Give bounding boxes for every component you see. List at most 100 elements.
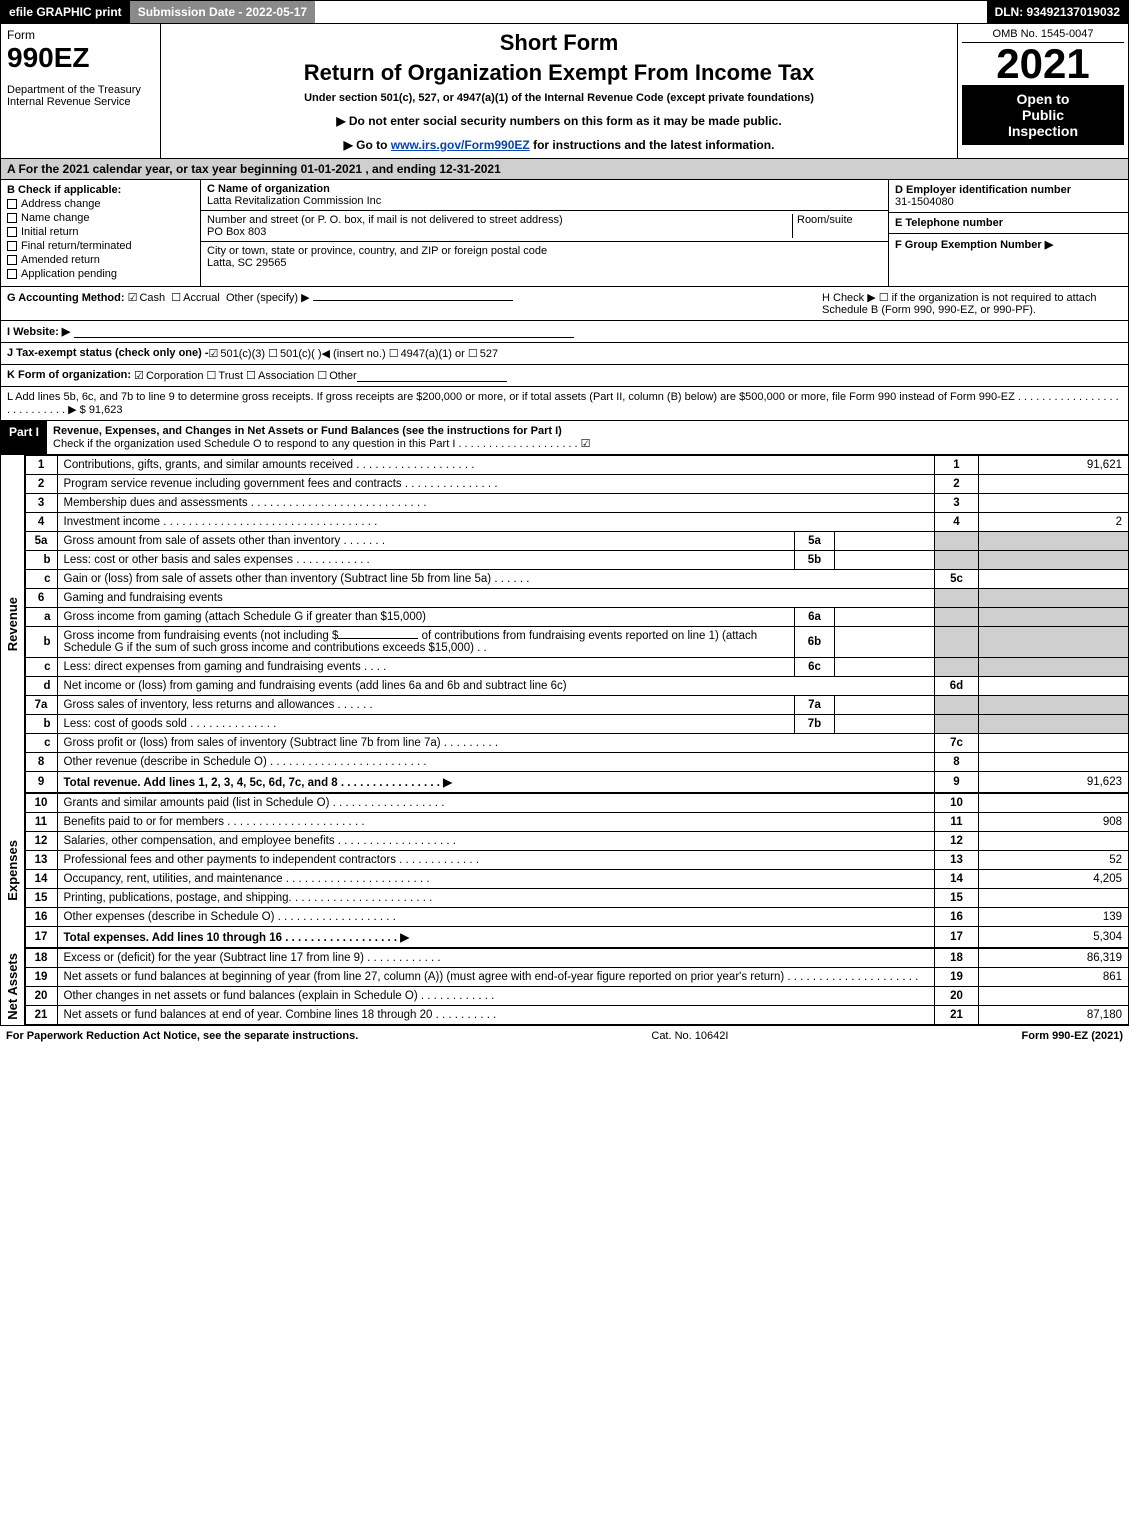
j-4947[interactable]: 4947(a)(1) or bbox=[389, 347, 465, 360]
line-8: 8Other revenue (describe in Schedule O) … bbox=[25, 753, 1128, 772]
k-label: K Form of organization: bbox=[7, 369, 131, 382]
part1-title: Revenue, Expenses, and Changes in Net As… bbox=[53, 425, 562, 437]
check-if-applicable: B Check if applicable: Address change Na… bbox=[1, 180, 201, 286]
addr-value: PO Box 803 bbox=[207, 226, 792, 238]
line-9: 9Total revenue. Add lines 1, 2, 3, 4, 5c… bbox=[25, 772, 1128, 793]
d-label: D Employer identification number bbox=[895, 184, 1122, 196]
k-trust[interactable]: Trust bbox=[207, 369, 244, 382]
tax-exempt-row: J Tax-exempt status (check only one) - 5… bbox=[0, 343, 1129, 365]
org-addr-row: Number and street (or P. O. box, if mail… bbox=[201, 211, 888, 242]
line-7c: cGross profit or (loss) from sales of in… bbox=[25, 734, 1128, 753]
check-initial-return[interactable]: Initial return bbox=[7, 226, 194, 238]
k-other[interactable]: Other bbox=[317, 369, 356, 382]
ein-value: 31-1504080 bbox=[895, 196, 1122, 208]
line-10: 10Grants and similar amounts paid (list … bbox=[25, 794, 1128, 813]
ein-cell: D Employer identification number 31-1504… bbox=[889, 180, 1128, 213]
dln-label: DLN: 93492137019032 bbox=[987, 1, 1128, 23]
submission-date: Submission Date - 2022-05-17 bbox=[130, 1, 315, 23]
org-name-row: C Name of organization Latta Revitalizat… bbox=[201, 180, 888, 211]
accounting-method-row: G Accounting Method: Cash Accrual Other … bbox=[0, 287, 1129, 321]
k-corporation[interactable]: Corporation bbox=[134, 369, 203, 382]
dept-label: Department of the Treasury bbox=[7, 84, 154, 96]
line-20: 20Other changes in net assets or fund ba… bbox=[25, 987, 1128, 1006]
instr-2: ▶ Go to www.irs.gov/Form990EZ for instru… bbox=[167, 138, 951, 152]
line-5b: bLess: cost or other basis and sales exp… bbox=[25, 551, 1128, 570]
telephone-cell: E Telephone number bbox=[889, 213, 1128, 234]
footer-catno: Cat. No. 10642I bbox=[358, 1030, 1021, 1042]
g-accrual[interactable]: Accrual bbox=[171, 292, 220, 304]
line-6: 6Gaming and fundraising events bbox=[25, 589, 1128, 608]
j-527[interactable]: 527 bbox=[468, 347, 498, 360]
line-14: 14Occupancy, rent, utilities, and mainte… bbox=[25, 870, 1128, 889]
net-assets-section: Net Assets 18Excess or (deficit) for the… bbox=[0, 948, 1129, 1025]
line-7b: bLess: cost of goods sold . . . . . . . … bbox=[25, 715, 1128, 734]
j-501c3[interactable]: 501(c)(3) bbox=[209, 347, 266, 360]
line-19: 19Net assets or fund balances at beginni… bbox=[25, 968, 1128, 987]
info-block: B Check if applicable: Address change Na… bbox=[0, 180, 1129, 287]
instr2-post: for instructions and the latest informat… bbox=[530, 138, 775, 152]
h-block: H Check ▶ ☐ if the organization is not r… bbox=[822, 291, 1122, 316]
open-line3: Inspection bbox=[966, 123, 1120, 139]
line-13: 13Professional fees and other payments t… bbox=[25, 851, 1128, 870]
expenses-section: Expenses 10Grants and similar amounts pa… bbox=[0, 793, 1129, 948]
part1-desc: Revenue, Expenses, and Changes in Net As… bbox=[47, 421, 1128, 454]
subtitle: Under section 501(c), 527, or 4947(a)(1)… bbox=[167, 92, 951, 104]
line-5c: cGain or (loss) from sale of assets othe… bbox=[25, 570, 1128, 589]
check-b-label: B Check if applicable: bbox=[7, 184, 194, 196]
tax-year: 2021 bbox=[962, 43, 1124, 85]
line-3: 3Membership dues and assessments . . . .… bbox=[25, 494, 1128, 513]
expenses-side-label-cell: Expenses bbox=[1, 793, 25, 948]
e-label: E Telephone number bbox=[895, 217, 1122, 229]
g-block: G Accounting Method: Cash Accrual Other … bbox=[7, 291, 822, 316]
header-right: OMB No. 1545-0047 2021 Open to Public In… bbox=[958, 24, 1128, 158]
c-label: C Name of organization bbox=[207, 183, 882, 195]
form-number: 990EZ bbox=[7, 42, 154, 74]
check-amended-return[interactable]: Amended return bbox=[7, 254, 194, 266]
gross-receipts-row: L Add lines 5b, 6c, and 7b to line 9 to … bbox=[0, 387, 1129, 421]
footer-formid: Form 990-EZ (2021) bbox=[1022, 1030, 1123, 1042]
check-address-change[interactable]: Address change bbox=[7, 198, 194, 210]
check-application-pending[interactable]: Application pending bbox=[7, 268, 194, 280]
org-name: Latta Revitalization Commission Inc bbox=[207, 195, 882, 207]
top-bar: efile GRAPHIC print Submission Date - 20… bbox=[0, 0, 1129, 24]
form-word: Form bbox=[7, 28, 154, 42]
revenue-table: 1Contributions, gifts, grants, and simil… bbox=[25, 455, 1129, 793]
revenue-label: Revenue bbox=[3, 593, 22, 655]
open-line2: Public bbox=[966, 107, 1120, 123]
efile-label: efile GRAPHIC print bbox=[1, 1, 130, 23]
page-footer: For Paperwork Reduction Act Notice, see … bbox=[0, 1025, 1129, 1046]
check-final-return[interactable]: Final return/terminated bbox=[7, 240, 194, 252]
expenses-table: 10Grants and similar amounts paid (list … bbox=[25, 793, 1129, 948]
net-assets-side-label-cell: Net Assets bbox=[1, 948, 25, 1025]
section-a-period: A For the 2021 calendar year, or tax yea… bbox=[0, 159, 1129, 180]
net-assets-table: 18Excess or (deficit) for the year (Subt… bbox=[25, 948, 1129, 1025]
right-info-col: D Employer identification number 31-1504… bbox=[888, 180, 1128, 286]
l-text: L Add lines 5b, 6c, and 7b to line 9 to … bbox=[7, 391, 1122, 416]
i-label: I Website: ▶ bbox=[7, 325, 70, 338]
line-6a: aGross income from gaming (attach Schedu… bbox=[25, 608, 1128, 627]
website-row: I Website: ▶ bbox=[0, 321, 1129, 343]
k-association[interactable]: Association bbox=[246, 369, 314, 382]
revenue-section: Revenue 1Contributions, gifts, grants, a… bbox=[0, 455, 1129, 793]
j-501c[interactable]: 501(c)( ) bbox=[268, 347, 321, 360]
line-2: 2Program service revenue including gover… bbox=[25, 475, 1128, 494]
line-16: 16Other expenses (describe in Schedule O… bbox=[25, 908, 1128, 927]
open-line1: Open to bbox=[966, 91, 1120, 107]
org-info: C Name of organization Latta Revitalizat… bbox=[201, 180, 888, 286]
form-header: Form 990EZ Department of the Treasury In… bbox=[0, 24, 1129, 159]
room-suite-label: Room/suite bbox=[792, 214, 882, 238]
j-insert: ◀ (insert no.) bbox=[322, 347, 386, 360]
line-11: 11Benefits paid to or for members . . . … bbox=[25, 813, 1128, 832]
addr-label: Number and street (or P. O. box, if mail… bbox=[207, 214, 792, 226]
instr-1: ▶ Do not enter social security numbers o… bbox=[167, 114, 951, 128]
part1-badge: Part I bbox=[1, 421, 47, 454]
header-center: Short Form Return of Organization Exempt… bbox=[161, 24, 958, 158]
line-6b: bGross income from fundraising events (n… bbox=[25, 627, 1128, 658]
irs-link[interactable]: www.irs.gov/Form990EZ bbox=[391, 138, 530, 152]
g-cash[interactable]: Cash bbox=[128, 292, 166, 304]
irs-label: Internal Revenue Service bbox=[7, 96, 154, 108]
line-7a: 7aGross sales of inventory, less returns… bbox=[25, 696, 1128, 715]
check-name-change[interactable]: Name change bbox=[7, 212, 194, 224]
net-assets-label: Net Assets bbox=[3, 949, 22, 1024]
line-5a: 5aGross amount from sale of assets other… bbox=[25, 532, 1128, 551]
